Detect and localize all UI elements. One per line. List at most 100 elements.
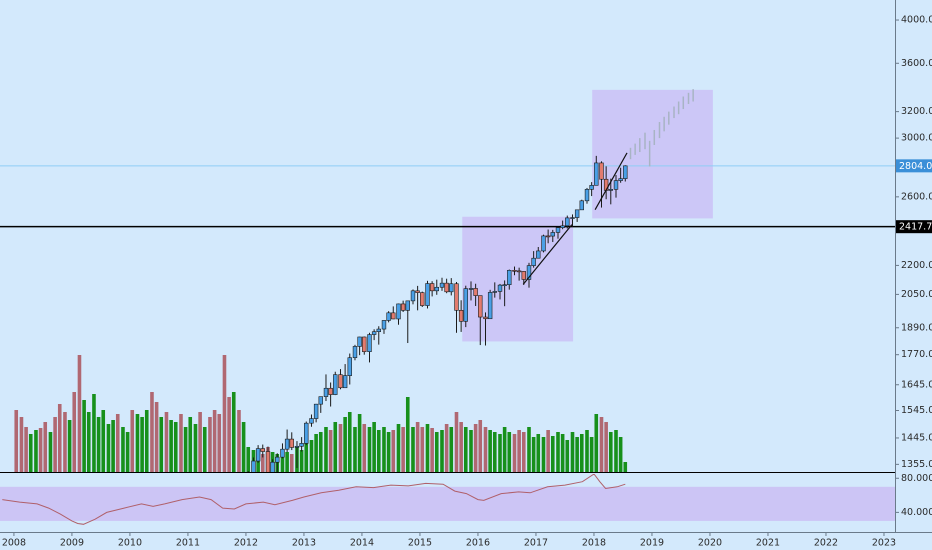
volume-bar <box>575 437 579 472</box>
volume-bar <box>77 355 82 472</box>
volume-bar <box>618 437 623 472</box>
candle-body <box>545 235 551 238</box>
volume-bar <box>111 420 115 472</box>
candle-body <box>299 443 304 447</box>
volume-bar <box>483 427 488 472</box>
volume-bar <box>328 430 333 472</box>
volume-bar <box>604 422 608 472</box>
volume-bar <box>92 394 96 472</box>
y-tick-label: 3200.00 <box>901 106 932 117</box>
volume-bar <box>208 417 212 472</box>
volume-bar <box>343 417 347 472</box>
y-tick-label: 1770.00 <box>901 349 932 360</box>
candle-body <box>444 282 449 293</box>
candle-body <box>328 387 333 395</box>
volume-bar <box>115 414 120 472</box>
volume-bar <box>512 434 517 472</box>
candle-body <box>512 269 517 272</box>
candle-body <box>376 328 381 332</box>
y-tick-label: 1890.00 <box>901 322 932 333</box>
candle-body <box>362 336 367 352</box>
volume-bar <box>420 427 425 472</box>
candle-body <box>425 283 430 306</box>
candle-body <box>284 438 290 450</box>
volume-bar <box>101 410 106 472</box>
volume-bar <box>53 417 57 472</box>
volume-bar <box>463 427 468 472</box>
candle-body <box>516 270 522 273</box>
candle-body <box>463 288 468 322</box>
volume-bar <box>517 430 521 472</box>
candle-body <box>420 292 425 306</box>
x-tick-label: 2016 <box>466 538 490 549</box>
x-tick-label: 2009 <box>60 538 84 549</box>
volume-bar <box>599 417 604 472</box>
volume-bar <box>106 424 111 472</box>
rsi-pane <box>0 474 895 525</box>
volume-bar <box>43 422 48 472</box>
x-tick-label: 2012 <box>234 538 258 549</box>
volume-bar <box>401 427 405 472</box>
candle-body <box>434 286 439 292</box>
x-tick-label: 2015 <box>408 538 432 549</box>
volume-bar <box>411 427 415 472</box>
volume-bar <box>507 432 512 472</box>
volume-bar <box>125 432 130 472</box>
volume-bar <box>579 434 584 472</box>
candle-body <box>391 312 396 320</box>
volume-bar <box>531 437 536 472</box>
candle-body <box>570 217 575 219</box>
volume-bar <box>440 430 444 472</box>
candle-body <box>323 387 329 397</box>
volume-bar <box>498 434 502 472</box>
candle-body <box>304 422 309 444</box>
x-tick-label: 2021 <box>756 538 780 549</box>
volume-bar <box>405 397 410 472</box>
volume-bar <box>140 417 144 472</box>
candle-body <box>468 288 474 290</box>
candle-body <box>618 178 623 181</box>
volume-bar <box>318 432 323 472</box>
candle-body <box>454 283 459 311</box>
volume-bar <box>130 410 135 472</box>
volume-bar <box>67 420 72 472</box>
volume-bar <box>430 428 434 472</box>
candle-body <box>260 448 265 452</box>
y-tick-label: 3000.00 <box>901 133 932 144</box>
volume-bar <box>57 404 62 472</box>
candle-body <box>367 334 372 352</box>
candle-body <box>313 403 319 419</box>
volume-bar <box>289 454 294 472</box>
trend-line <box>522 224 573 285</box>
candle-body <box>478 295 483 318</box>
candle-body <box>275 456 280 463</box>
y-tick-label: 3600.00 <box>901 58 932 69</box>
candle-body <box>333 374 338 395</box>
candle-body <box>541 235 546 252</box>
candle-body <box>589 185 594 190</box>
volume-bar <box>212 410 217 472</box>
candle-body <box>483 316 488 320</box>
volume-bar <box>585 430 589 472</box>
axes: 4000.00 3600.00 3200.00 3000.00 2600.00 2200.… <box>2 15 932 549</box>
candle-body <box>318 396 323 405</box>
volume-bar <box>260 454 265 472</box>
candle-body <box>487 292 493 320</box>
x-tick-label: 2014 <box>350 538 374 549</box>
volume-bar <box>382 427 386 472</box>
x-tick-label: 2008 <box>2 538 26 549</box>
candle-body <box>381 320 387 330</box>
volume-bar <box>623 462 628 472</box>
volume-bar <box>425 424 430 472</box>
candle-body <box>584 189 590 202</box>
volume-bar <box>376 430 381 472</box>
volume-bar <box>459 422 463 472</box>
volume-bar <box>391 430 396 472</box>
volume-bar <box>86 412 91 472</box>
volume-bar <box>48 432 53 472</box>
volume-bar <box>198 412 202 472</box>
y-tick-label: 4000.00 <box>901 15 932 26</box>
volume-bar <box>193 424 198 472</box>
price-pane <box>0 89 895 472</box>
candle-body <box>386 312 391 321</box>
